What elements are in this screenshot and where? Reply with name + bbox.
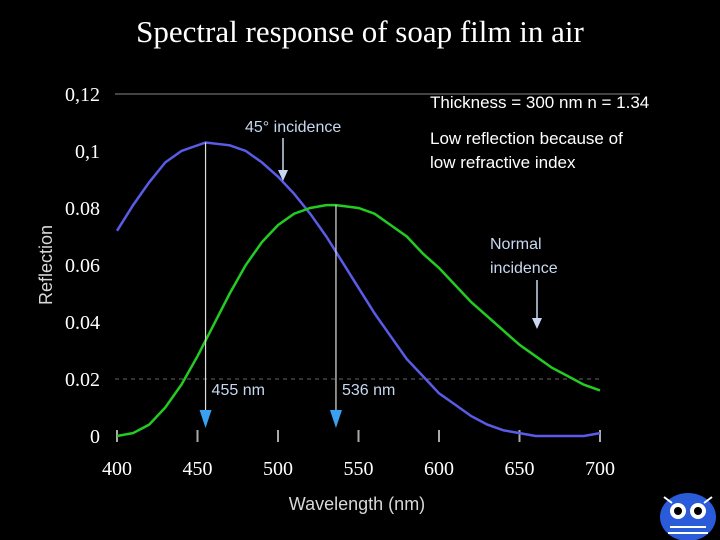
x-tick-label: 550 — [344, 458, 374, 480]
peak-arrow-455 — [199, 410, 212, 428]
peak-label-536: 536 nm — [342, 382, 395, 399]
y-tick-label: 0.08 — [65, 198, 100, 220]
peak-arrow-536 — [329, 410, 342, 428]
annotation-45-incidence: 45° incidence — [245, 119, 341, 136]
y-tick-label: 0 — [90, 426, 100, 448]
y-axis-label: Reflection — [36, 225, 56, 305]
x-tick-label: 650 — [505, 458, 535, 480]
annotation-normal-line1: Normal — [490, 236, 542, 253]
y-tick-label: 0,1 — [75, 141, 100, 163]
y-tick-label: 0.04 — [65, 312, 100, 334]
x-tick-label: 600 — [424, 458, 454, 480]
x-axis-label: Wavelength (nm) — [289, 494, 425, 514]
series-line-normal-incidence — [116, 203, 601, 438]
arrow-normal-head — [532, 318, 542, 329]
owl-logo-icon — [660, 493, 716, 540]
peak-label-455: 455 nm — [212, 382, 265, 399]
annotation-low-reflection-1: Low reflection because of — [430, 129, 623, 148]
series-line-45-incidence — [115, 141, 601, 438]
x-tick-labels: 400 450 500 550 600 650 700 — [102, 430, 615, 480]
y-tick-label: 0.02 — [65, 369, 100, 391]
arrow-45-head — [278, 170, 288, 181]
x-tick-label: 700 — [585, 458, 615, 480]
annotation-normal-line2: incidence — [490, 260, 558, 277]
y-tick-label: 0,12 — [65, 84, 100, 106]
annotation-thickness: Thickness = 300 nm n = 1.34 — [430, 93, 649, 112]
x-tick-label: 500 — [263, 458, 293, 480]
annotation-low-reflection-2: low refractive index — [430, 153, 576, 172]
y-tick-labels: 0 0.02 0.04 0.06 0.08 0,1 0,12 — [65, 84, 100, 448]
x-tick-label: 400 — [102, 458, 132, 480]
x-tick-label: 450 — [183, 458, 213, 480]
y-tick-label: 0.06 — [65, 255, 100, 277]
slide-title: Spectral response of soap film in air — [136, 14, 584, 49]
